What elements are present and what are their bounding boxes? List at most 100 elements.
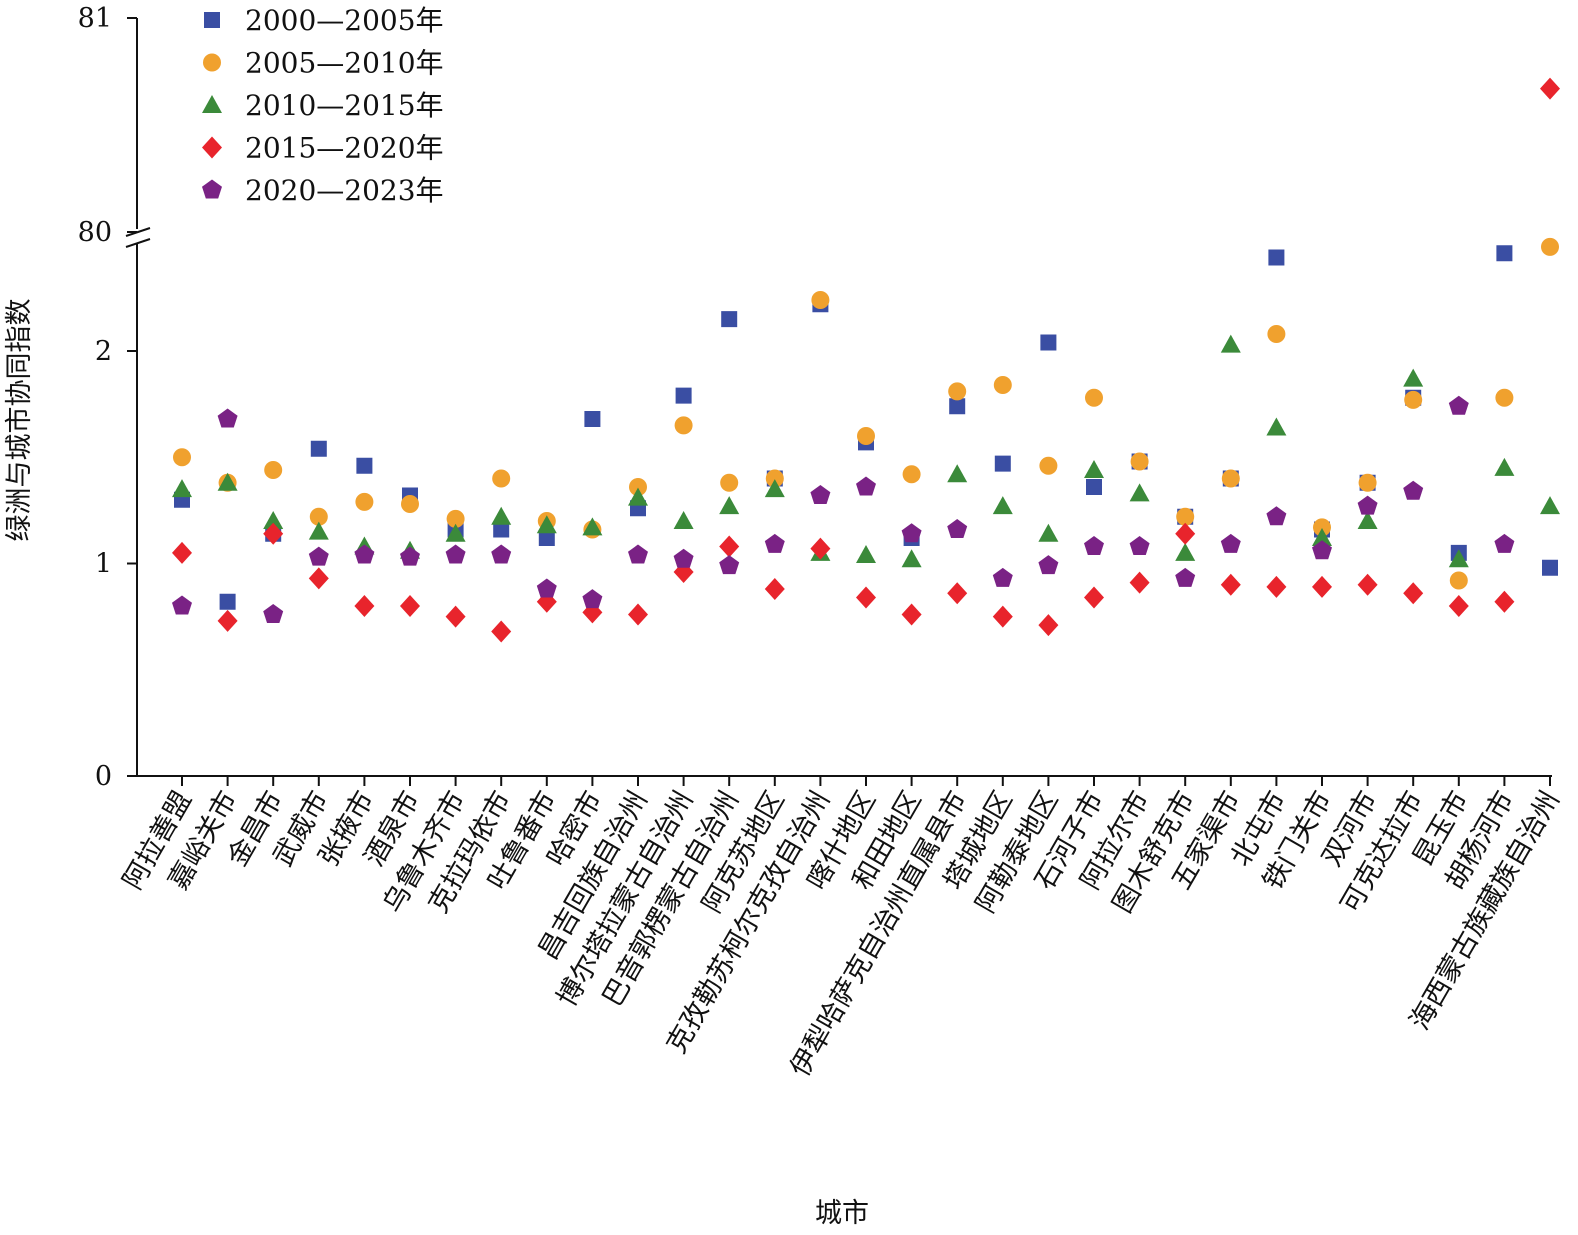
data-point [219,593,236,610]
data-point [400,546,420,566]
data-point [263,511,284,529]
data-point [947,519,968,538]
y-axis-title: 绿洲与城市协同指数 [4,299,35,542]
data-point [1494,457,1515,476]
data-point [445,544,466,564]
data-point [401,495,419,513]
data-point [1403,582,1424,605]
data-point [1312,528,1332,546]
data-point [172,595,192,615]
data-point [720,473,739,492]
legend-label: 2020—2023年 [245,174,444,207]
legend-label: 2010—2015年 [245,89,444,122]
data-point [810,485,831,504]
data-point [536,515,557,534]
series-4 [172,77,1560,643]
x-axis-title: 城市 [815,1198,869,1229]
data-point [901,549,922,568]
data-point [856,545,876,563]
data-point [1357,495,1378,515]
data-point [1085,388,1103,407]
data-point [263,522,284,545]
data-point [628,603,648,626]
y-tick-label: 80 [78,217,112,248]
data-point [354,595,375,617]
data-point [992,567,1013,587]
data-point [719,555,740,575]
data-point [1176,507,1195,526]
axis-break-mark [125,227,151,237]
data-point [1357,573,1378,596]
data-point [1494,590,1515,613]
data-point [901,523,922,543]
data-point [764,578,785,600]
data-point [1129,483,1150,502]
data-point [582,589,603,609]
data-point [674,416,693,435]
data-point [810,537,831,560]
data-point [308,567,329,590]
data-point [629,478,647,496]
y-tick-label: 81 [78,3,112,34]
data-point [1175,567,1196,587]
data-point [673,511,694,529]
data-point [1266,417,1287,436]
data-point [1496,245,1513,262]
data-point [308,521,329,540]
data-point [445,605,466,628]
data-point [1084,536,1104,555]
data-point [1129,536,1150,555]
data-point [1040,334,1057,351]
data-point [949,398,966,415]
data-point [721,311,738,328]
series-2 [173,237,1559,590]
data-point [263,604,284,623]
data-point [1038,614,1059,637]
data-point [356,457,373,474]
data-point [491,506,512,525]
legend-label: 2000—2005年 [245,4,444,37]
data-point [1220,533,1241,553]
data-point [1448,395,1469,415]
data-point [628,544,648,564]
data-point [1358,473,1377,492]
data-point [1313,518,1331,537]
y-tick-label: 1 [95,549,112,580]
data-point [1449,571,1468,590]
data-point [1448,549,1469,568]
data-point [1312,575,1332,598]
data-point [1220,573,1241,596]
data-point [1266,575,1287,598]
data-point [1542,559,1558,576]
data-point [992,605,1013,628]
data-point [310,440,327,457]
data-point [173,448,191,467]
data-point [992,496,1013,515]
legend-marker [204,12,220,28]
data-point [538,530,555,546]
data-point [446,509,465,528]
legend-marker [202,179,222,199]
data-point [1540,496,1560,515]
legend-marker [202,95,222,113]
data-point [354,544,375,564]
data-point [536,578,557,598]
data-point [493,521,510,538]
data-point [1038,523,1059,542]
data-point [264,461,283,479]
data-point [1312,540,1332,560]
data-point [993,376,1012,394]
data-point [948,382,967,401]
legend-marker [203,53,221,72]
data-point [1541,237,1559,256]
data-point [1130,452,1149,471]
data-point [902,465,921,484]
data-point [355,492,374,511]
legend-label: 2015—2020年 [245,132,444,165]
data-point [400,595,420,617]
data-point [1495,388,1514,407]
data-point [765,469,784,488]
data-point [1448,595,1469,617]
data-point [719,535,740,558]
